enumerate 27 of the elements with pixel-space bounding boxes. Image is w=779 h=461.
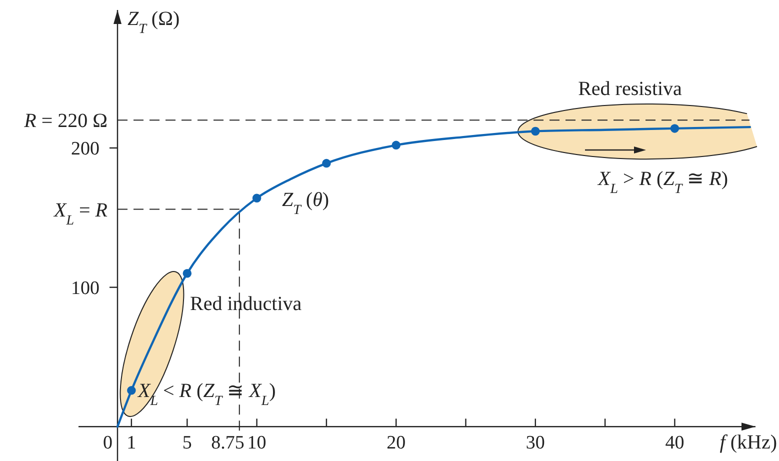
point <box>127 386 136 395</box>
x-tick-label: 30 <box>526 432 545 454</box>
point <box>670 124 680 133</box>
ref-line-label: 8.75 <box>211 432 244 454</box>
text: X$_{L}$ < R (Z$_{T}$ ≅ X$_{L}$) <box>138 380 276 408</box>
point <box>322 158 331 168</box>
x-tick-label: 1 <box>126 432 136 454</box>
point <box>252 194 262 202</box>
x-tick-label: 10 <box>247 432 266 454</box>
text: X$_{L}$ > R (Z$_{T}$ ≅ R) <box>598 168 728 196</box>
annotation: Red inductiva <box>190 293 302 315</box>
x-tick-label: 5 <box>182 432 192 454</box>
point <box>531 126 540 136</box>
x-tick-label: 0 <box>103 432 113 454</box>
line-series <box>116 126 752 428</box>
x-tick-label: 40 <box>665 432 684 454</box>
point <box>392 140 400 150</box>
x-tick-label: 20 <box>386 432 406 454</box>
y-tick-label: 100 <box>71 278 100 299</box>
x-axis-title: f (kHz) <box>720 432 777 454</box>
annotation: Z$_{T}$ (θ) <box>282 189 330 218</box>
y-tick-label: 200 <box>71 138 100 160</box>
ref-line-label: X$_{L}$ = R <box>52 199 108 228</box>
y-axis-title: Z$_{T}$ (Ω) <box>128 8 180 36</box>
annotation: Red resistiva <box>578 78 682 100</box>
ref-line-label: R = 220 Ω <box>23 110 108 132</box>
point <box>182 269 192 278</box>
